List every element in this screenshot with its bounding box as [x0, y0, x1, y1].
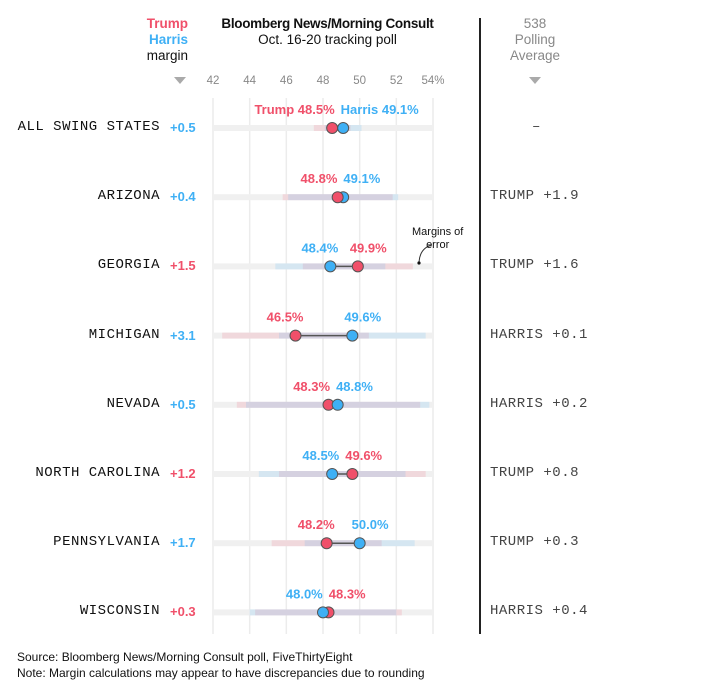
annotation-line1: Margins of: [412, 226, 464, 238]
margin-value: +1.7: [170, 535, 196, 551]
harris-dot: [337, 122, 350, 134]
trump-dot: [326, 122, 339, 134]
trump-value-label: Trump 48.5%: [254, 102, 335, 117]
polling-average: TRUMP +0.3: [490, 534, 580, 551]
avg-header-line1: 538: [523, 16, 547, 31]
margin-value: +1.5: [170, 258, 196, 274]
harris-dot: [353, 537, 366, 550]
state-name: NEVADA: [106, 395, 160, 412]
track: [213, 194, 433, 201]
moe-annotation: Margins of error: [412, 226, 463, 252]
state-name: MICHIGAN: [88, 326, 160, 343]
polling-average: HARRIS +0.1: [490, 326, 588, 343]
state-name: NORTH CAROLINA: [35, 465, 160, 481]
x-tick-label: 42: [206, 75, 220, 87]
polling-average: TRUMP +1.9: [490, 188, 580, 205]
track: [213, 125, 433, 131]
polling-average: HARRIS +0.2: [490, 395, 588, 412]
footnote: Note: Margin calculations may appear to …: [17, 666, 425, 680]
trump-value-label: 49.6%: [345, 448, 382, 463]
state-name: ARIZONA: [97, 188, 160, 205]
harris-dot: [324, 260, 337, 273]
trump-value-label: 48.8%: [301, 171, 338, 186]
x-tick-label: 52: [389, 75, 403, 87]
legend: Trump Harris margin: [147, 16, 188, 64]
harris-value-label: 48.8%: [336, 379, 373, 394]
harris-value-label: 50.0%: [352, 517, 389, 532]
chart-header: Bloomberg News/Morning Consult Oct. 16-2…: [200, 16, 455, 48]
harris-value-label: 48.0%: [286, 586, 323, 601]
state-name: ALL SWING STATES: [17, 119, 160, 135]
sort-triangle-icon: [174, 77, 186, 84]
trump-dot: [320, 537, 333, 550]
margin-value: +0.5: [170, 120, 196, 135]
harris-value-label: 48.5%: [302, 448, 339, 463]
trump-dot: [346, 468, 359, 480]
track: [213, 471, 433, 477]
harris-dot: [317, 606, 329, 619]
state-name: PENNSYLVANIA: [53, 534, 160, 551]
harris-dot: [331, 398, 344, 411]
margin-value: +0.3: [170, 604, 196, 620]
chart-subtitle: Oct. 16-20 tracking poll: [258, 32, 397, 47]
polling-average: TRUMP +0.8: [490, 465, 580, 481]
avg-header: 538 Polling Average: [490, 16, 580, 64]
column-divider: [479, 18, 481, 634]
harris-value-label: 48.4%: [301, 240, 338, 255]
harris-value-label: 49.1%: [343, 171, 380, 186]
chart-title: Bloomberg News/Morning Consult: [221, 16, 434, 31]
polling-average: HARRIS +0.4: [490, 603, 588, 620]
margin-value: +3.1: [170, 327, 196, 343]
trump-dot: [331, 191, 344, 204]
source-note: Source: Bloomberg News/Morning Consult p…: [17, 650, 353, 664]
harris-value-label: Harris 49.1%: [341, 102, 419, 117]
track: [213, 263, 433, 270]
trump-dot: [351, 260, 364, 273]
legend-harris: Harris: [148, 32, 188, 47]
margin-value: +1.2: [170, 466, 196, 481]
x-tick-label: 50: [353, 75, 367, 87]
avg-header-line3: Average: [509, 48, 561, 63]
trump-value-label: 49.9%: [350, 240, 387, 255]
trump-dot: [289, 329, 302, 342]
sort-triangle-icon: [529, 77, 541, 84]
polling-average: TRUMP +1.6: [490, 257, 580, 274]
state-name: WISCONSIN: [79, 603, 160, 620]
harris-dot: [346, 329, 359, 342]
margin-value: +0.5: [170, 396, 196, 412]
polling-average: –: [532, 119, 541, 135]
annotation-dot: [417, 261, 421, 265]
harris-value-label: 49.6%: [344, 310, 381, 325]
x-tick-label: 44: [243, 75, 257, 87]
annotation-pointer: [418, 244, 433, 263]
trump-value-label: 48.2%: [298, 517, 335, 532]
avg-header-line2: Polling: [514, 32, 556, 47]
margin-value: +0.4: [170, 189, 196, 205]
x-tick-label: 48: [316, 75, 330, 87]
x-tick-label: 54%: [421, 75, 445, 87]
trump-value-label: 48.3%: [293, 379, 330, 394]
state-name: GEORGIA: [97, 257, 160, 274]
x-tick-label: 46: [279, 75, 293, 87]
annotation-line2: error: [426, 239, 450, 251]
harris-dot: [326, 468, 339, 480]
trump-value-label: 48.3%: [329, 586, 366, 601]
trump-value-label: 46.5%: [267, 310, 304, 325]
legend-margin: margin: [146, 48, 188, 63]
legend-trump: Trump: [146, 16, 188, 31]
